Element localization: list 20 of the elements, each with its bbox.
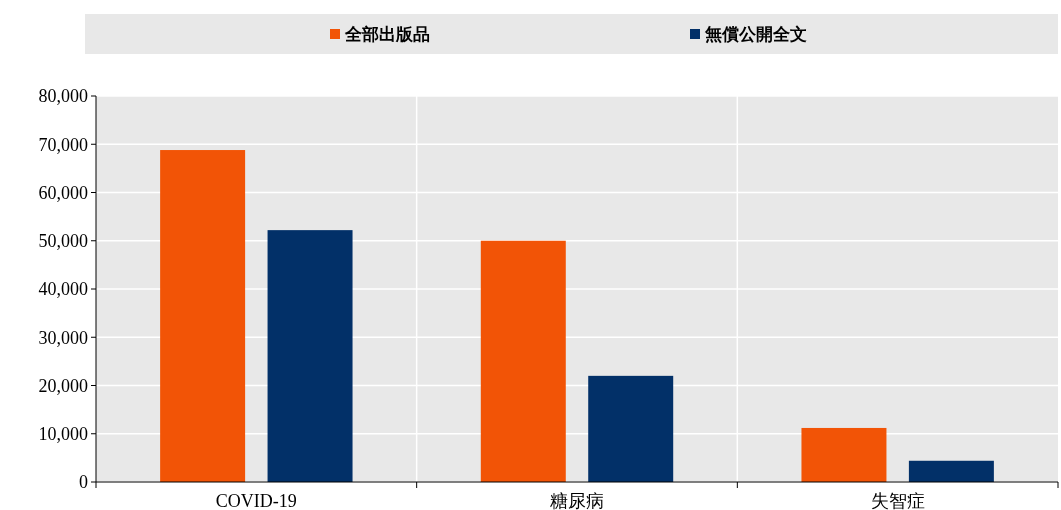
y-tick-label: 60,000 bbox=[38, 182, 88, 203]
bar bbox=[908, 460, 994, 482]
y-tick-label: 40,000 bbox=[38, 279, 88, 300]
y-tick-label: 80,000 bbox=[38, 86, 88, 107]
y-tick-label: 0 bbox=[79, 472, 88, 493]
bar bbox=[160, 150, 246, 482]
y-tick-label: 70,000 bbox=[38, 134, 88, 155]
y-tick-label: 20,000 bbox=[38, 375, 88, 396]
bar bbox=[588, 375, 674, 482]
legend-label: 全部出版品 bbox=[344, 24, 430, 44]
bar bbox=[480, 240, 566, 482]
legend-label: 無償公開全文 bbox=[704, 24, 807, 44]
y-tick-label: 50,000 bbox=[38, 231, 88, 252]
y-tick-label: 30,000 bbox=[38, 327, 88, 348]
x-tick-label: 失智症 bbox=[870, 491, 925, 510]
bar bbox=[267, 230, 353, 482]
y-tick-label: 10,000 bbox=[38, 424, 88, 445]
x-tick-label: COVID-19 bbox=[215, 491, 297, 510]
x-tick-label: 糖尿病 bbox=[550, 491, 604, 510]
bar bbox=[801, 427, 887, 482]
